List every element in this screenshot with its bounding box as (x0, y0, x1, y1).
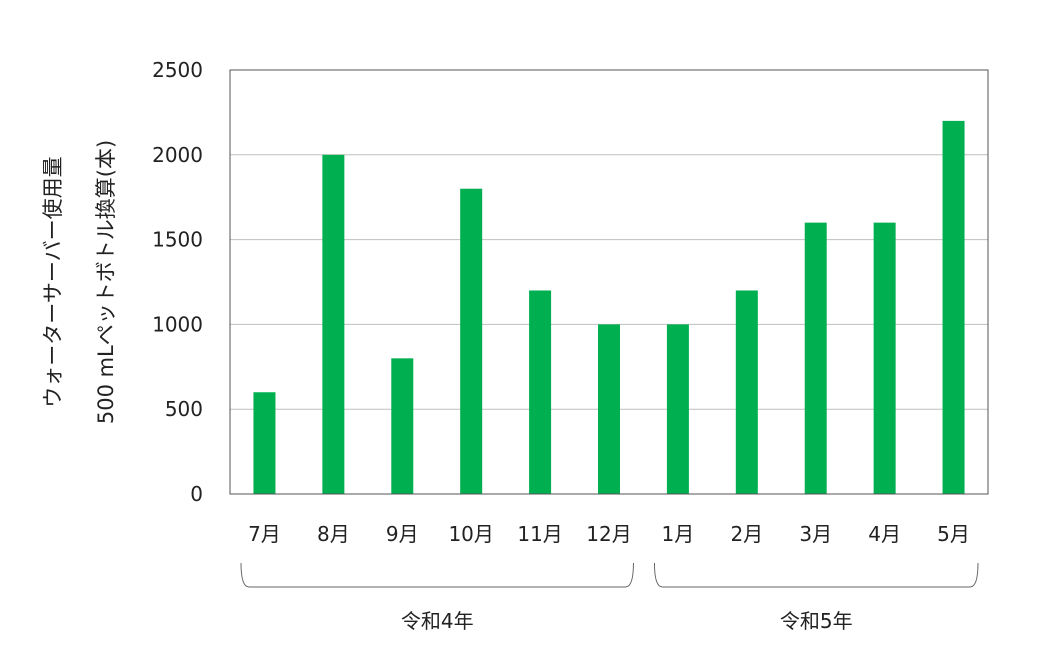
y-tick-label: 1000 (152, 312, 203, 336)
group-label: 令和4年 (401, 609, 474, 633)
x-tick-label: 5月 (937, 522, 970, 546)
bar (460, 188, 483, 494)
bar (322, 154, 345, 495)
x-tick-label: 8月 (317, 522, 350, 546)
y-axis-title-line2: 500 mLペットボトル換算(本) (94, 140, 118, 424)
x-tick-label: 12月 (586, 522, 631, 546)
bar (873, 222, 896, 494)
bar (666, 324, 689, 494)
y-tick-label: 500 (165, 397, 203, 421)
y-axis-title-line1: ウォーターサーバー使用量 (41, 156, 65, 407)
y-tick-labels: 0 500 1000 1500 2000 2500 (152, 58, 203, 506)
group-bracket (653, 562, 979, 588)
x-tick-label: 2月 (730, 522, 763, 546)
group-bracket (240, 562, 634, 588)
bar (804, 222, 827, 494)
x-tick-label: 7月 (248, 522, 281, 546)
bar (598, 324, 620, 494)
y-axis-title: ウォーターサーバー使用量 500 mLペットボトル換算(本) (41, 140, 118, 424)
y-tick-label: 2500 (152, 58, 203, 82)
x-tick-label: 1月 (662, 522, 695, 546)
x-tick-label: 3月 (799, 522, 832, 546)
bar (942, 120, 965, 494)
group-label: 令和5年 (780, 609, 853, 633)
y-tick-label: 0 (190, 482, 203, 506)
x-tick-labels: 7月 8月 9月 10月 11月 12月 1月 2月 3月 4月 5月 (248, 522, 970, 546)
y-tick-label: 1500 (152, 228, 203, 252)
year-groups: 令和4年 令和5年 (240, 562, 979, 633)
y-tick-label: 2000 (152, 143, 203, 167)
plot-frame (229, 69, 989, 495)
bar (391, 358, 414, 494)
bar (529, 290, 552, 494)
bars (253, 120, 965, 495)
x-tick-label: 11月 (517, 522, 562, 546)
x-tick-label: 9月 (386, 522, 419, 546)
bar (735, 290, 758, 494)
x-tick-label: 10月 (448, 522, 493, 546)
bar (253, 392, 276, 494)
x-tick-label: 4月 (868, 522, 901, 546)
